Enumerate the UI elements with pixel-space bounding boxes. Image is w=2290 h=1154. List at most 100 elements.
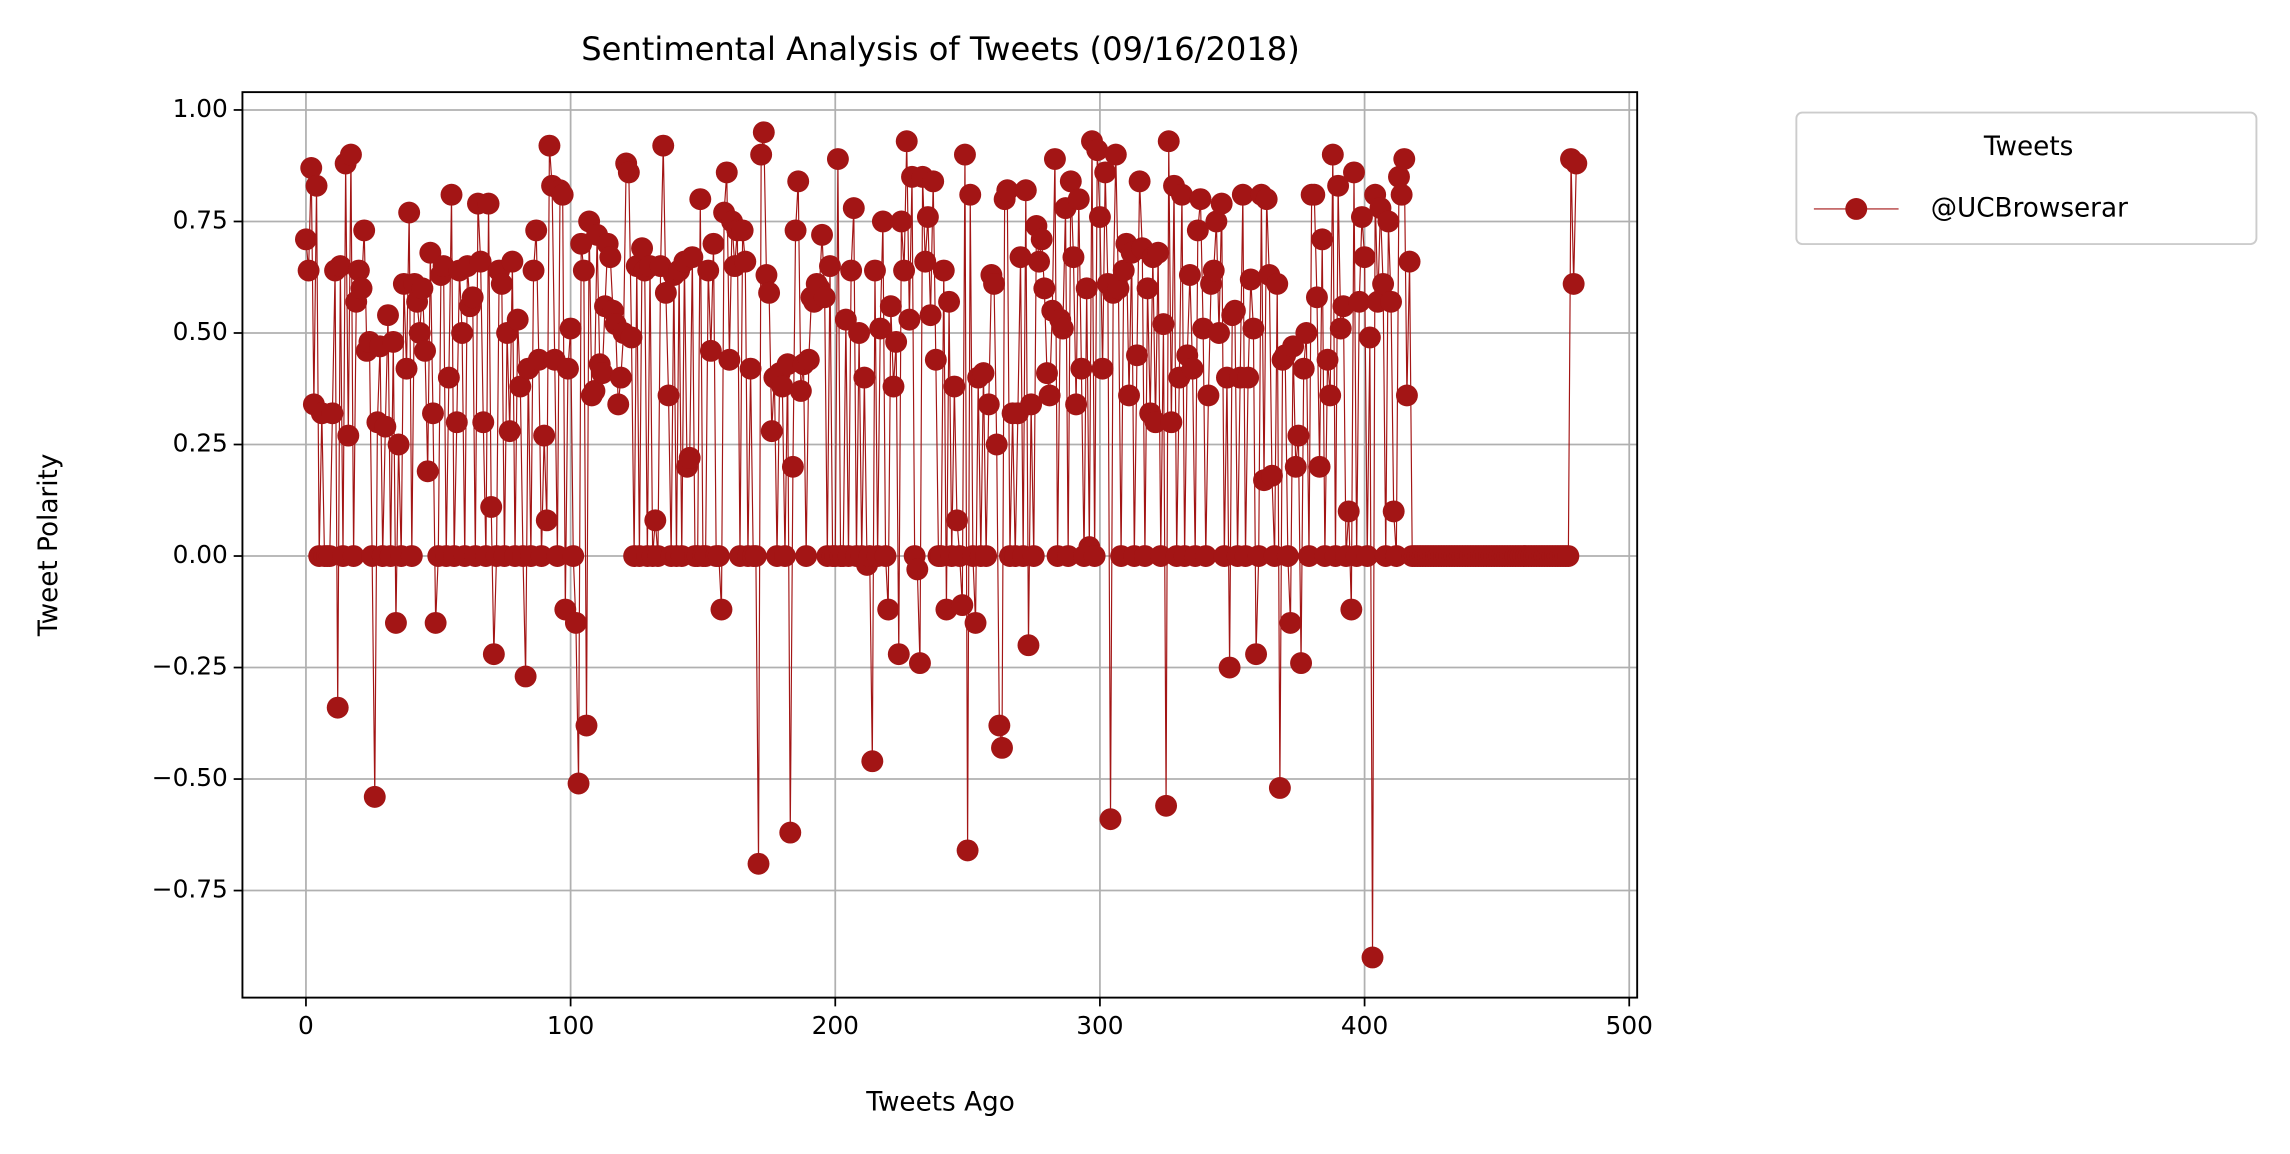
data-point — [437, 366, 460, 389]
data-point — [707, 545, 730, 567]
data-point — [297, 259, 320, 282]
data-point — [607, 393, 630, 416]
data-point — [382, 330, 405, 353]
data-point — [1276, 545, 1299, 567]
data-point — [657, 384, 680, 407]
data-point — [329, 255, 352, 278]
data-point — [1395, 384, 1418, 407]
y-tick-label: 0.75 — [173, 205, 228, 234]
data-point — [1266, 272, 1289, 295]
data-point — [1051, 317, 1074, 340]
data-point — [1160, 411, 1183, 434]
data-point — [887, 643, 910, 666]
data-point — [564, 611, 587, 634]
data-point — [1186, 219, 1209, 242]
data-point — [731, 219, 754, 242]
data-point — [1181, 357, 1204, 380]
data-point — [1189, 188, 1212, 211]
data-point — [922, 170, 945, 193]
data-point — [1356, 545, 1379, 567]
data-point — [1178, 264, 1201, 286]
data-point — [909, 652, 931, 675]
data-point — [1194, 545, 1217, 567]
data-point — [1245, 643, 1268, 666]
data-point — [1030, 228, 1053, 251]
data-point — [1075, 277, 1098, 300]
data-point — [530, 545, 553, 567]
data-point — [834, 308, 857, 331]
data-point — [1242, 317, 1265, 340]
data-point — [1205, 210, 1228, 233]
data-point — [1327, 174, 1350, 197]
data-point — [551, 183, 574, 206]
data-point — [697, 259, 720, 282]
data-point — [996, 179, 1019, 202]
data-point — [339, 143, 362, 166]
data-point — [739, 357, 762, 380]
data-point — [490, 272, 513, 295]
data-point — [347, 259, 370, 282]
data-point — [758, 281, 781, 304]
data-point — [1022, 545, 1045, 567]
data-point — [1014, 179, 1037, 202]
data-point — [591, 362, 614, 385]
data-point — [1337, 500, 1360, 523]
data-point — [363, 785, 386, 808]
data-point — [321, 402, 344, 425]
data-point — [300, 157, 323, 179]
data-point — [898, 308, 921, 331]
data-point — [1070, 357, 1093, 380]
data-point — [1059, 170, 1082, 193]
data-point — [819, 255, 841, 278]
data-point — [414, 339, 437, 362]
data-point — [752, 121, 775, 144]
data-point — [609, 366, 632, 389]
data-point — [877, 598, 900, 621]
data-point — [1308, 455, 1331, 478]
data-point — [869, 317, 892, 340]
data-point — [1305, 286, 1328, 309]
data-point — [1255, 188, 1278, 211]
data-point — [787, 170, 810, 193]
data-point — [771, 375, 794, 398]
data-point — [1149, 545, 1172, 567]
data-point — [501, 250, 524, 273]
data-point — [559, 317, 582, 340]
data-point — [1321, 143, 1344, 166]
data-point — [919, 304, 942, 327]
data-point — [652, 134, 675, 157]
data-point — [840, 259, 863, 282]
data-point — [1157, 130, 1180, 153]
data-point — [938, 290, 961, 313]
data-point — [1393, 148, 1416, 170]
data-point — [1340, 598, 1363, 621]
data-point — [654, 281, 677, 304]
data-point — [469, 250, 492, 273]
data-point — [295, 228, 317, 251]
data-point — [795, 545, 818, 567]
data-point — [1231, 183, 1254, 206]
data-point — [1562, 272, 1585, 295]
data-point — [1107, 277, 1130, 300]
data-point — [1147, 241, 1170, 264]
data-point — [1009, 246, 1032, 269]
data-point — [943, 375, 966, 398]
x-axis-label: Tweets Ago — [865, 1087, 1015, 1117]
data-point — [498, 420, 521, 443]
x-tick-label: 400 — [1341, 1011, 1388, 1040]
data-point — [871, 210, 894, 233]
data-point — [893, 259, 916, 282]
legend-box — [1795, 111, 2258, 245]
x-tick-label: 500 — [1606, 1011, 1653, 1040]
data-point — [1377, 210, 1400, 233]
data-point — [1348, 290, 1371, 313]
data-point — [1144, 411, 1167, 434]
data-point — [1268, 777, 1291, 799]
data-point — [1361, 946, 1384, 969]
data-point — [445, 411, 468, 434]
y-tick-label: 0.25 — [173, 429, 228, 458]
data-point — [1390, 183, 1413, 206]
data-point — [1210, 192, 1233, 215]
data-point — [1353, 246, 1376, 269]
